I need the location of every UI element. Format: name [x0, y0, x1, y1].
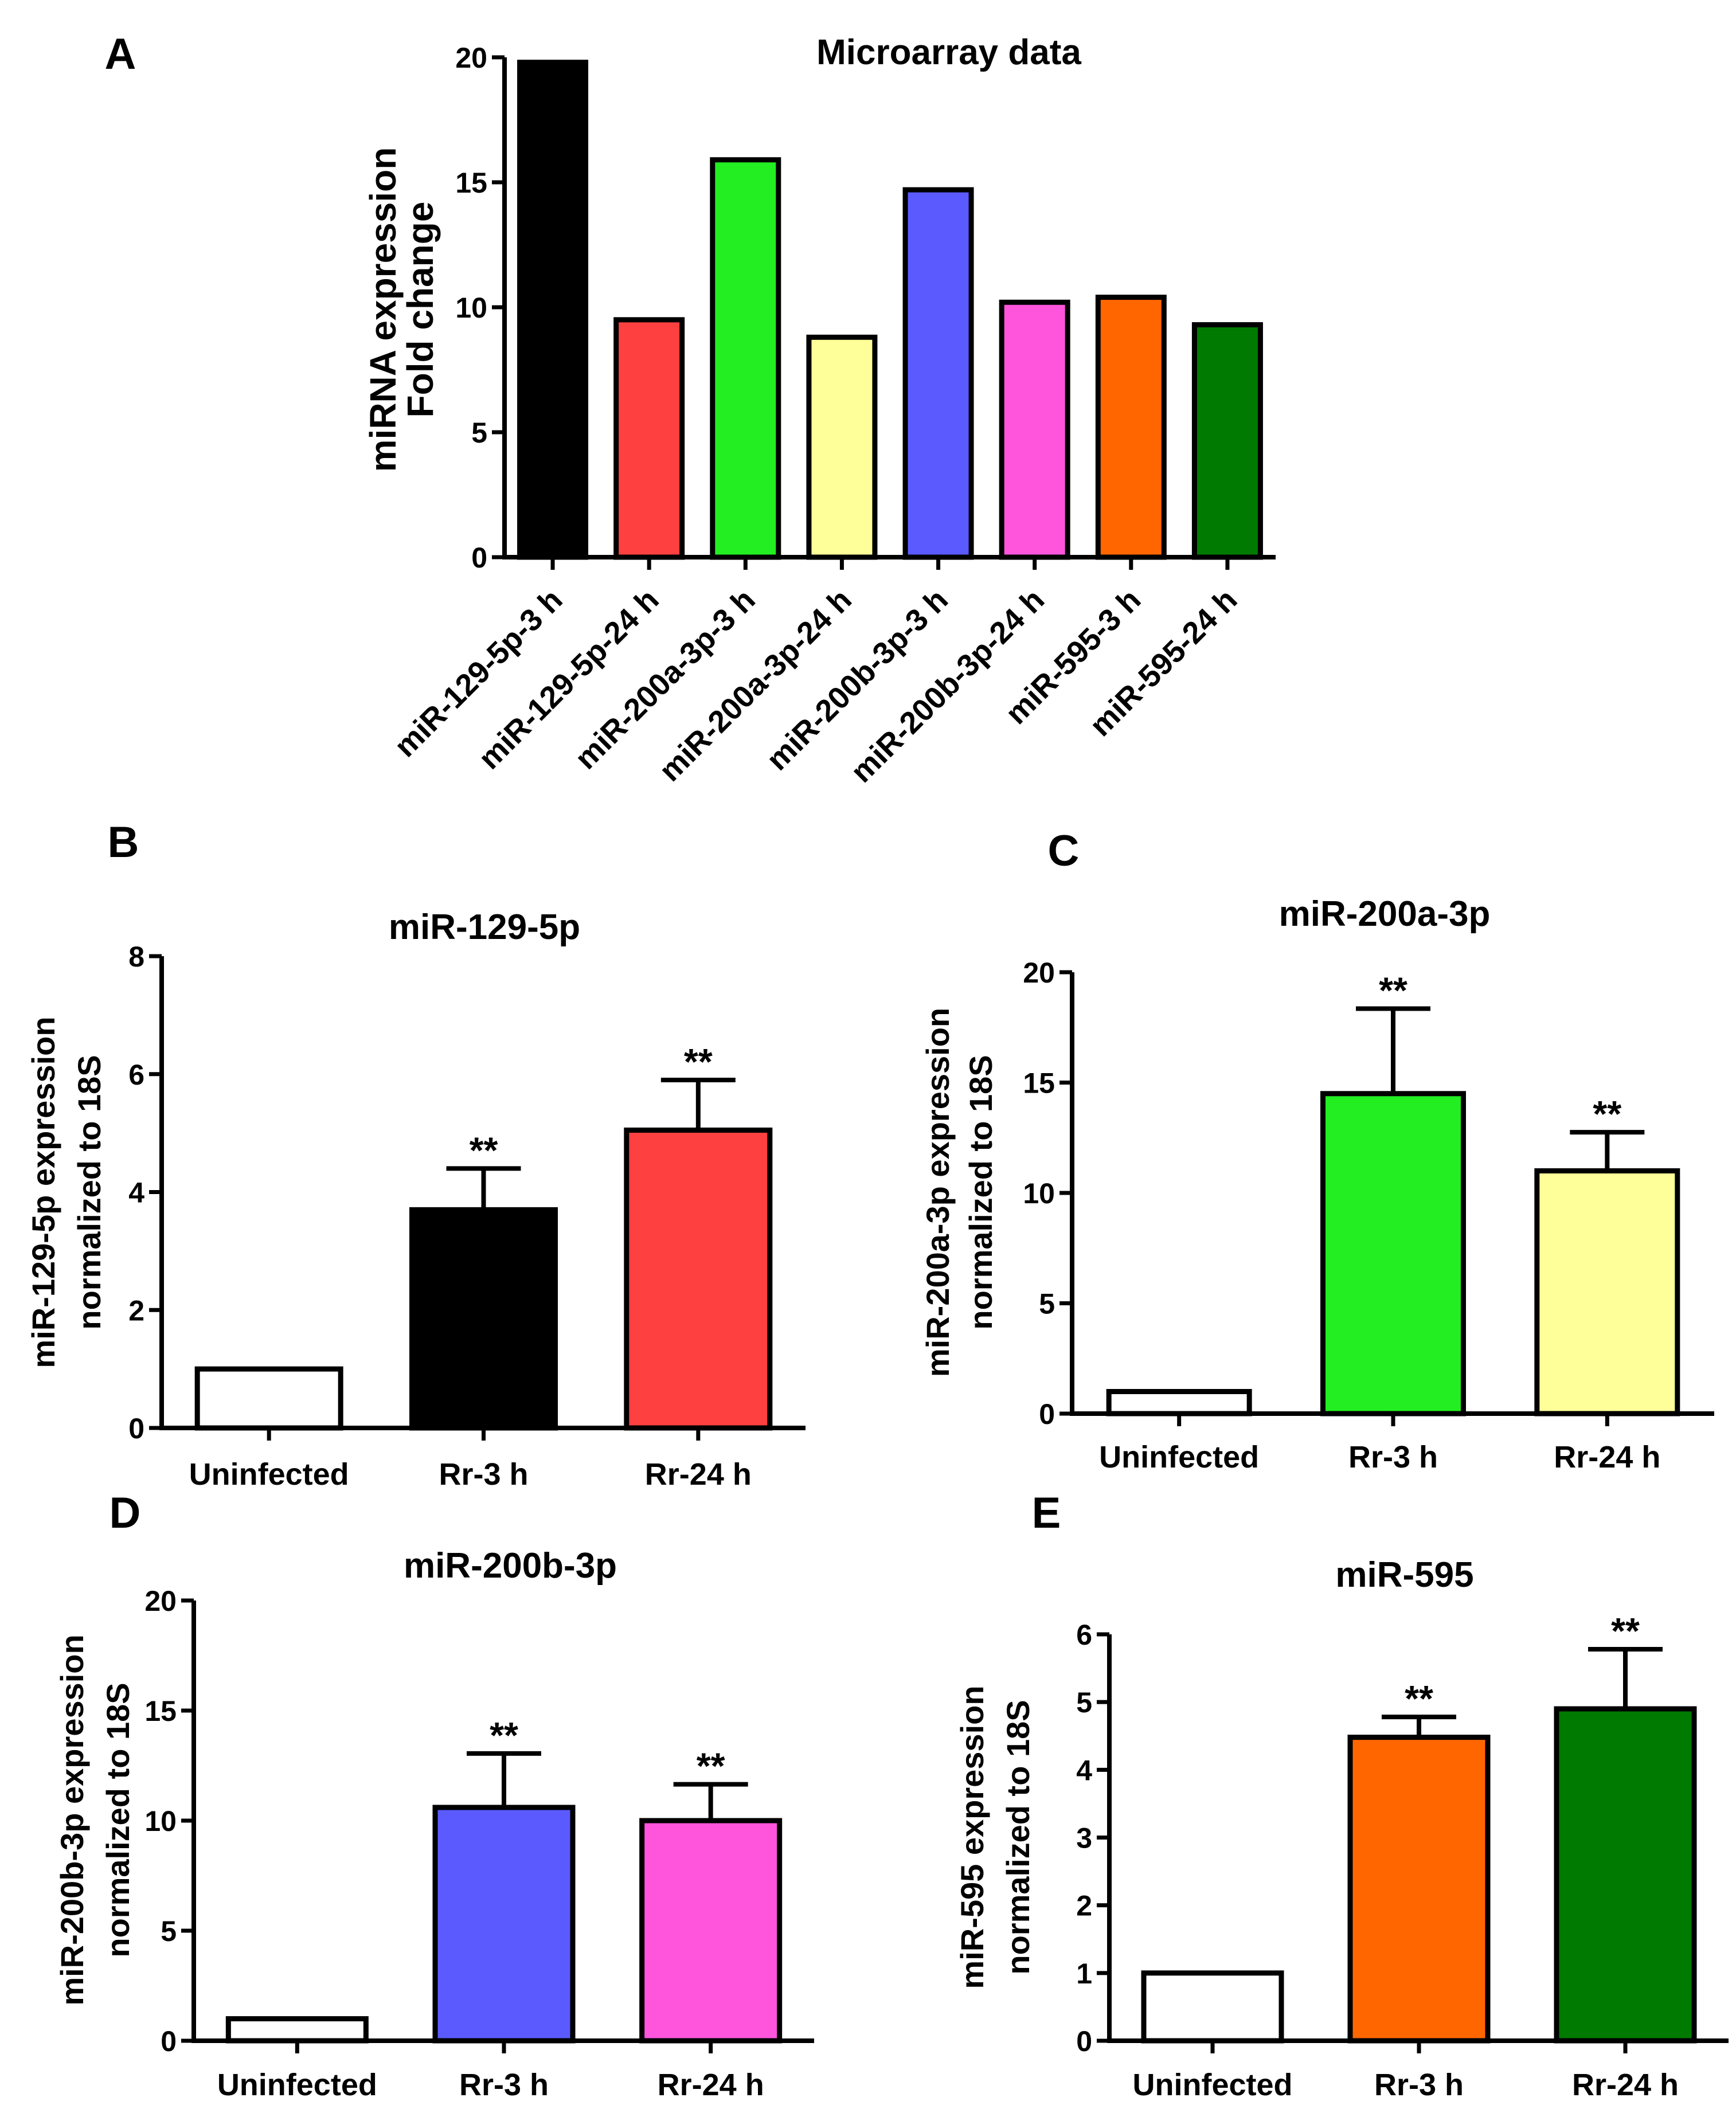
x-tick-label: Uninfected: [1132, 2068, 1292, 2102]
y-axis-label: normalized to 18S: [71, 1055, 107, 1329]
y-tick-label: 6: [1076, 1619, 1092, 1651]
y-tick-label: 0: [1076, 2025, 1092, 2057]
y-axis-label: normalized to 18S: [100, 1682, 136, 1957]
significance-marker: **: [1405, 1678, 1433, 1719]
y-tick-label: 5: [1039, 1288, 1055, 1320]
y-tick-label: 15: [144, 1695, 177, 1727]
bar: [517, 60, 589, 560]
significance-marker: **: [1611, 1610, 1640, 1652]
x-tick-label: miR-129-5p-24 h: [472, 582, 665, 776]
bar: [1320, 1091, 1466, 1416]
panel-letter: D: [110, 1489, 141, 1537]
y-tick-label: 15: [1023, 1067, 1055, 1099]
significance-marker: **: [1379, 970, 1407, 1011]
bar: [1554, 1706, 1697, 2044]
y-tick-label: 0: [161, 2025, 177, 2057]
y-tick-label: 6: [128, 1059, 144, 1091]
chart-title: miR-200a-3p: [1279, 894, 1491, 934]
y-tick-label: 2: [1076, 1890, 1092, 1922]
significance-marker: **: [697, 1746, 725, 1787]
x-tick-label: Rr-3 h: [459, 2068, 549, 2102]
x-tick-label: Rr-3 h: [1348, 1440, 1438, 1474]
y-axis-label: normalized to 18S: [963, 1055, 999, 1329]
y-tick-label: 10: [144, 1805, 177, 1837]
significance-marker: **: [684, 1041, 713, 1082]
x-tick-label: miR-200b-3p-3 h: [760, 582, 955, 777]
y-axis-label: normalized to 18S: [1000, 1700, 1036, 1974]
y-tick-label: 15: [455, 167, 487, 199]
y-tick-label: 1: [1076, 1958, 1092, 1990]
panel-letter: A: [105, 30, 136, 79]
significance-marker: **: [1593, 1093, 1621, 1134]
bar: [613, 317, 685, 560]
chart-title: miR-200b-3p: [404, 1546, 617, 1586]
bar: [409, 1207, 558, 1431]
x-tick-label: Rr-24 h: [645, 1457, 752, 1492]
y-axis-label: miRNA expression: [362, 147, 404, 472]
bar: [999, 299, 1070, 560]
x-tick-label: Rr-3 h: [1374, 2068, 1464, 2102]
chart-title: miR-129-5p: [389, 907, 580, 947]
y-axis-label: miR-200a-3p expression: [920, 1008, 956, 1377]
bar: [1534, 1168, 1680, 1416]
x-tick-label: Rr-24 h: [658, 2068, 764, 2102]
x-tick-label: Rr-3 h: [439, 1457, 528, 1492]
x-tick-label: Uninfected: [217, 2068, 377, 2102]
y-tick-label: 20: [455, 42, 487, 74]
bar: [194, 1366, 343, 1431]
y-tick-label: 10: [1023, 1177, 1055, 1210]
y-tick-label: 5: [1076, 1686, 1092, 1719]
chart-title: miR-595: [1335, 1555, 1473, 1595]
y-tick-label: 0: [128, 1412, 144, 1445]
bar: [1191, 322, 1263, 560]
y-tick-label: 5: [161, 1915, 177, 1947]
y-tick-label: 8: [128, 941, 144, 973]
y-tick-label: 4: [128, 1177, 144, 1209]
x-tick-label: Uninfected: [1099, 1440, 1259, 1474]
bar: [639, 1818, 783, 2044]
y-tick-label: 5: [471, 417, 487, 449]
y-tick-label: 0: [1039, 1398, 1055, 1430]
bar: [624, 1127, 773, 1431]
y-tick-label: 0: [471, 542, 487, 574]
panel-letter: E: [1032, 1489, 1061, 1537]
x-tick-label: miR-200a-3p-3 h: [568, 582, 761, 776]
bar: [1106, 1389, 1252, 1416]
significance-marker: **: [490, 1715, 518, 1756]
y-tick-label: 10: [455, 292, 487, 324]
y-tick-label: 3: [1076, 1822, 1092, 1854]
bar: [902, 187, 974, 560]
y-axis-label: miR-129-5p expression: [25, 1016, 61, 1368]
y-axis-label: miR-200b-3p expression: [54, 1634, 90, 2005]
x-tick-label: Uninfected: [189, 1457, 349, 1492]
bar: [1141, 1970, 1284, 2044]
bar: [1347, 1735, 1491, 2044]
y-axis-label: miR-595 expression: [954, 1685, 990, 1989]
bar: [225, 2016, 369, 2044]
y-tick-label: 4: [1076, 1754, 1092, 1786]
panel-letter: B: [108, 818, 139, 867]
y-tick-label: 20: [144, 1585, 177, 1617]
panel-letter: C: [1048, 827, 1080, 875]
chart-title: Microarray data: [816, 33, 1081, 72]
x-tick-label: Rr-24 h: [1572, 2068, 1679, 2102]
y-tick-label: 2: [128, 1294, 144, 1326]
bar: [432, 1805, 576, 2044]
x-tick-label: miR-129-5p-3 h: [388, 582, 569, 764]
bar: [710, 157, 781, 560]
x-tick-label: Rr-24 h: [1554, 1440, 1660, 1474]
bar: [806, 334, 878, 560]
y-tick-label: 20: [1023, 957, 1055, 989]
significance-marker: **: [470, 1129, 498, 1171]
bar: [1095, 295, 1167, 560]
y-axis-label: Fold change: [400, 202, 441, 418]
